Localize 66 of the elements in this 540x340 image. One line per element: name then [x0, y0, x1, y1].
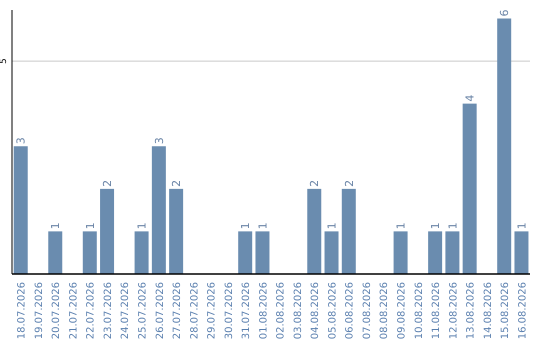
- x-tick-label: 11.08.2026: [431, 282, 442, 340]
- bar: [497, 18, 512, 274]
- data-label: 1: [429, 222, 442, 230]
- x-tick-label: 14.08.2026: [482, 282, 494, 340]
- data-label: 3: [152, 137, 166, 144]
- x-tick-label: 24.07.2026: [120, 282, 132, 340]
- data-label: 1: [326, 222, 339, 230]
- bar: [82, 231, 97, 274]
- bar: [169, 188, 184, 274]
- x-tick-label: 10.08.2026: [414, 282, 425, 340]
- data-label: 1: [49, 222, 62, 230]
- x-tick-label: 04.08.2026: [310, 282, 322, 340]
- bar: [324, 231, 339, 274]
- bar: [342, 188, 356, 274]
- data-label: 4: [464, 94, 477, 102]
- data-label: 1: [84, 222, 97, 230]
- x-tick-label: 03.08.2026: [292, 282, 304, 340]
- x-tick-label: 08.08.2026: [379, 282, 390, 340]
- x-tick-label: 06.08.2026: [344, 282, 356, 340]
- bar: [152, 146, 166, 274]
- x-tick-label: 20.07.2026: [51, 282, 62, 340]
- data-label: 6: [498, 10, 512, 17]
- x-tick-label: 07.08.2026: [362, 282, 373, 340]
- x-tick-label: 31.07.2026: [241, 282, 252, 340]
- bar: [255, 231, 270, 274]
- x-tick-label: 02.08.2026: [276, 282, 287, 340]
- x-tick-label: 22.07.2026: [86, 282, 97, 340]
- bar: [14, 146, 28, 274]
- bar: [100, 188, 114, 274]
- bar: [445, 231, 460, 274]
- x-tick-label: 01.08.2026: [258, 282, 270, 340]
- data-label: 2: [342, 180, 356, 187]
- x-tick-label: 19.07.2026: [34, 282, 45, 340]
- x-tick-label: 29.07.2026: [206, 282, 218, 340]
- x-tick-label: 28.07.2026: [189, 282, 200, 340]
- bar: [238, 231, 252, 274]
- x-tick-label: 12.08.2026: [448, 282, 460, 340]
- data-label: 3: [14, 137, 28, 144]
- bar: [428, 231, 442, 274]
- bar: [514, 231, 528, 274]
- x-tick-label: 30.07.2026: [224, 282, 235, 340]
- data-label: 1: [446, 222, 460, 230]
- bar: [394, 231, 408, 274]
- x-tick-label: 18.07.2026: [16, 282, 28, 340]
- x-tick-label: 25.07.2026: [138, 282, 148, 340]
- x-tick-label: 27.07.2026: [172, 282, 184, 340]
- data-label: 1: [515, 222, 528, 230]
- x-tick-label: 16.08.2026: [517, 282, 528, 340]
- x-tick-label: 21.07.2026: [68, 282, 80, 340]
- data-label: 2: [308, 180, 322, 187]
- x-tick-label: 05.08.2026: [327, 282, 338, 340]
- bar: [462, 104, 477, 274]
- data-label: 1: [136, 222, 149, 230]
- x-tick-label: 09.08.2026: [396, 282, 408, 340]
- x-tick-label: 26.07.2026: [154, 282, 166, 340]
- data-label: 1: [256, 222, 270, 230]
- bar: [307, 188, 322, 274]
- data-label: 2: [101, 180, 114, 187]
- data-label: 1: [394, 222, 408, 230]
- x-tick-label: 13.08.2026: [466, 282, 477, 340]
- data-label: 1: [239, 222, 252, 230]
- bar: [48, 231, 62, 274]
- bar: [134, 231, 149, 274]
- data-label: 2: [170, 180, 184, 187]
- x-tick-label: 15.08.2026: [500, 282, 512, 340]
- x-tick-label: 23.07.2026: [102, 282, 114, 340]
